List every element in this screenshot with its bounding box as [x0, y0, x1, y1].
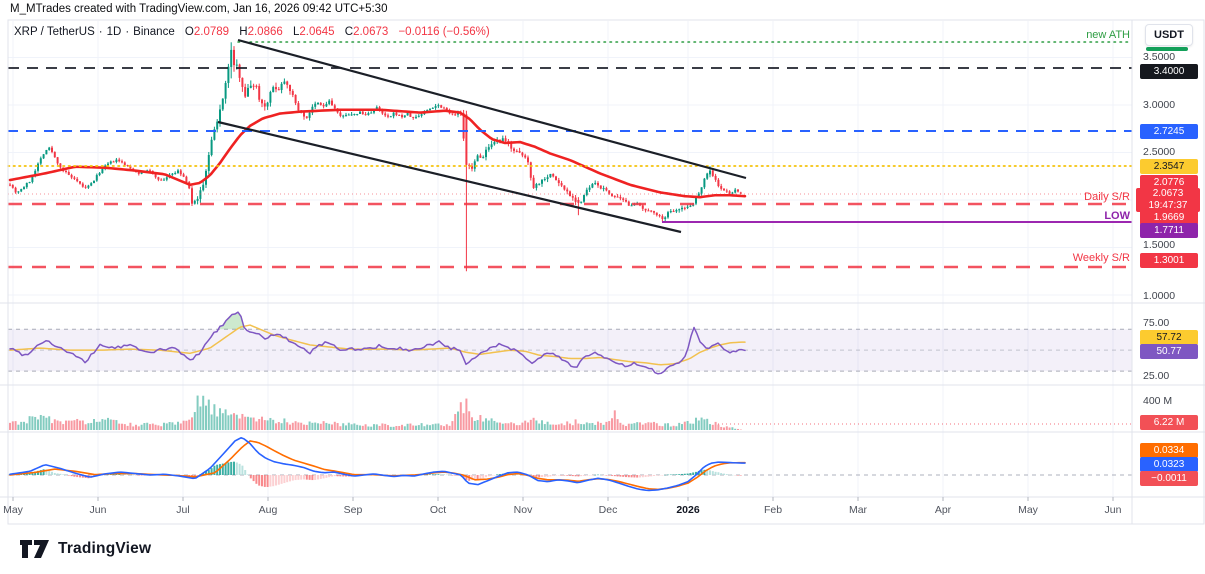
low-value: 2.0645 — [299, 26, 335, 38]
market-open-indicator — [1146, 47, 1188, 51]
time-axis-label: Aug — [258, 504, 278, 516]
close-value: 2.0673 — [353, 26, 389, 38]
time-axis-label: Jun — [1104, 504, 1122, 516]
high-value: 2.0866 — [247, 26, 283, 38]
tradingview-logo-icon — [20, 540, 49, 558]
price-badge: 2.0776 — [1140, 174, 1198, 190]
open-label: O — [184, 26, 194, 38]
price-axis-label: 25.00 — [1143, 370, 1170, 382]
chart-plot[interactable] — [0, 0, 1205, 530]
price-axis-label: 1.5000 — [1143, 239, 1176, 251]
time-axis-label: Oct — [429, 504, 447, 516]
low-label-annotation[interactable]: LOW — [1104, 210, 1130, 222]
timeframe-label[interactable]: 1D — [106, 26, 122, 38]
attribution-text: M_MTrades created with TradingView.com, … — [10, 3, 388, 15]
high-label: H — [239, 26, 248, 38]
exchange-label[interactable]: Binance — [133, 26, 175, 38]
symbol-title[interactable]: XRP / TetherUS — [14, 26, 95, 38]
price-badge: 1.9669 — [1140, 209, 1198, 225]
price-badge: 0.0334 — [1140, 442, 1198, 458]
time-axis-label: Dec — [598, 504, 618, 516]
footer-branding: TradingView — [20, 539, 151, 559]
price-badge: 2.3547 — [1140, 158, 1198, 174]
change-value: −0.0116 (−0.56%) — [398, 26, 490, 38]
legend-separator: · — [125, 26, 130, 38]
new-ath-label[interactable]: new ATH — [1086, 29, 1130, 41]
price-badge: 0.0323 — [1140, 456, 1198, 472]
legend-separator: · — [98, 26, 103, 38]
bar-countdown: 19:47:37 — [1148, 200, 1188, 211]
price-axis-label: 1.0000 — [1143, 290, 1176, 302]
close-label: C — [344, 26, 354, 38]
time-axis-label: Jul — [176, 504, 190, 516]
symbol-legend[interactable]: XRP / TetherUS · 1D · Binance O2.0789 H2.086… — [14, 26, 490, 38]
tradingview-logo-text: TradingView — [58, 540, 152, 557]
price-badge: 6.22 M — [1140, 414, 1198, 430]
currency-button[interactable]: USDT — [1145, 24, 1193, 46]
price-axis-label: 2.5000 — [1143, 146, 1176, 158]
time-axis-label: Apr — [934, 504, 952, 516]
open-value: 2.0789 — [193, 26, 230, 38]
time-axis-label: May — [1018, 504, 1038, 516]
time-axis-label: May — [3, 504, 23, 516]
daily-sr-label[interactable]: Daily S/R — [1084, 191, 1130, 203]
price-badge: 3.4000 — [1140, 63, 1198, 79]
price-axis-label: 3.5000 — [1143, 51, 1176, 63]
current-price-badge: 2.0673 19:47:37 — [1136, 188, 1200, 212]
price-axis-label: 3.0000 — [1143, 99, 1176, 111]
price-badge: 50.77 — [1140, 343, 1198, 359]
time-axis-label: Mar — [848, 504, 868, 516]
price-badge: 1.3001 — [1140, 252, 1198, 268]
price-badge: 57.72 — [1140, 329, 1198, 345]
price-badge: 1.7711 — [1140, 222, 1198, 238]
low-label: L — [292, 26, 300, 38]
price-axis-label: 75.00 — [1143, 317, 1170, 329]
time-axis-label: Nov — [513, 504, 533, 516]
time-axis-label: Feb — [763, 504, 783, 516]
time-axis-label: 2026 — [676, 504, 700, 516]
price-axis-label: 400 M — [1143, 395, 1173, 407]
time-axis-label: Sep — [343, 504, 363, 516]
weekly-sr-label[interactable]: Weekly S/R — [1072, 252, 1130, 264]
price-badge: −0.0011 — [1140, 470, 1198, 486]
current-price-value: 2.0673 — [1152, 188, 1184, 199]
price-badge: 2.7245 — [1140, 123, 1198, 139]
time-axis-label: Jun — [89, 504, 107, 516]
